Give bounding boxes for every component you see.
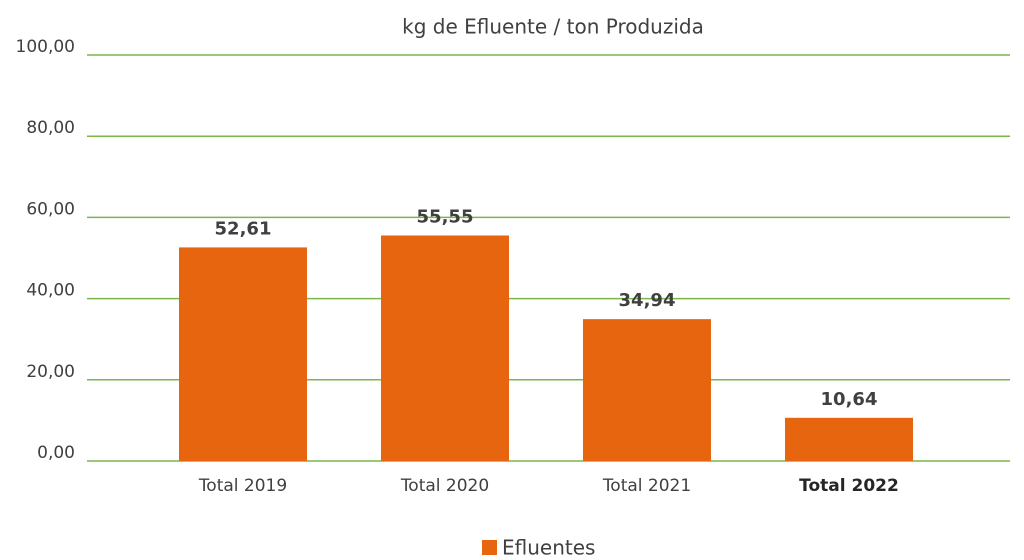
x-tick-label: Total 2020 <box>400 476 489 496</box>
legend-label: Efluentes <box>502 536 595 560</box>
y-tick-label: 80,00 <box>26 118 75 138</box>
legend-swatch <box>482 540 497 555</box>
chart-title: kg de Efluente / ton Produzida <box>402 15 704 39</box>
bar <box>583 319 711 461</box>
x-tick-label: Total 2021 <box>602 476 691 496</box>
y-tick-label: 40,00 <box>26 281 75 301</box>
y-tick-label: 20,00 <box>26 362 75 382</box>
data-label: 52,61 <box>215 218 272 239</box>
data-label: 34,94 <box>619 290 676 311</box>
bar <box>179 247 307 461</box>
x-tick-label: Total 2019 <box>198 476 287 496</box>
bar <box>381 235 509 461</box>
y-tick-label: 60,00 <box>26 199 75 219</box>
y-tick-label: 100,00 <box>16 37 75 57</box>
y-tick-label: 0,00 <box>37 443 75 463</box>
bar <box>785 417 913 461</box>
x-tick-label: Total 2022 <box>799 476 899 496</box>
data-label: 10,64 <box>821 389 878 410</box>
data-label: 55,55 <box>417 206 474 227</box>
